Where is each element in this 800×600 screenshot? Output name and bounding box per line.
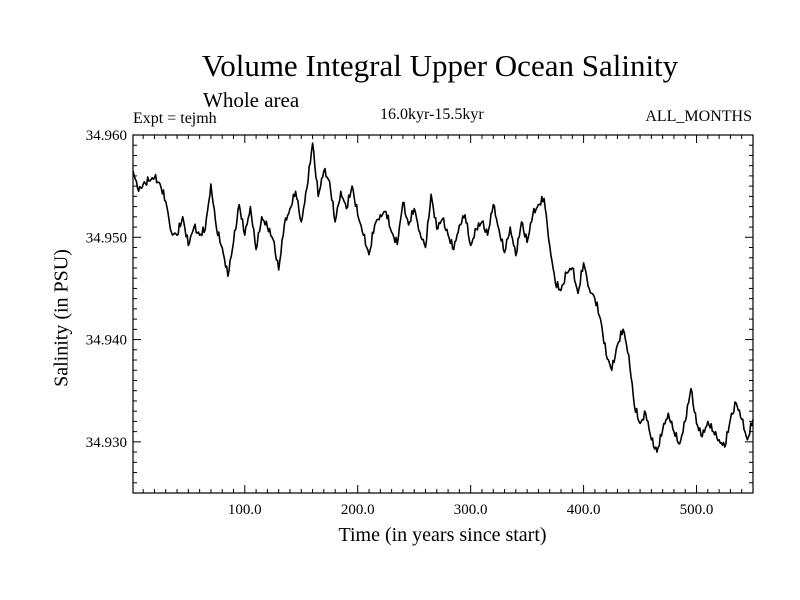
x-tick-label: 300.0 (454, 502, 488, 518)
period-label: 16.0kyr-15.5kyr (380, 106, 484, 123)
chart-title: Volume Integral Upper Ocean Salinity (201, 48, 679, 83)
x-tick-label: 400.0 (567, 502, 601, 518)
series-layer (132, 142, 754, 453)
chart-subtitle: Whole area (203, 88, 300, 112)
y-tick-label: 34.960 (86, 128, 127, 144)
salinity-series-line (132, 142, 754, 453)
x-tick-label: 100.0 (228, 502, 262, 518)
x-axis-label: Time (in years since start) (338, 524, 547, 546)
axis-ticks (133, 134, 754, 494)
x-tick-label: 200.0 (341, 502, 375, 518)
months-label: ALL_MONTHS (645, 108, 752, 125)
tick-labels: 34.930 34.940 34.950 34.960 100.0 200.0 300.0 4… (86, 128, 714, 518)
y-tick-label: 34.940 (86, 333, 127, 349)
x-tick-label: 500.0 (680, 502, 714, 518)
y-tick-label: 34.950 (86, 230, 127, 246)
plot-frame (132, 134, 754, 494)
y-tick-label: 34.930 (86, 435, 127, 451)
experiment-label: Expt = tejmh (133, 110, 217, 127)
